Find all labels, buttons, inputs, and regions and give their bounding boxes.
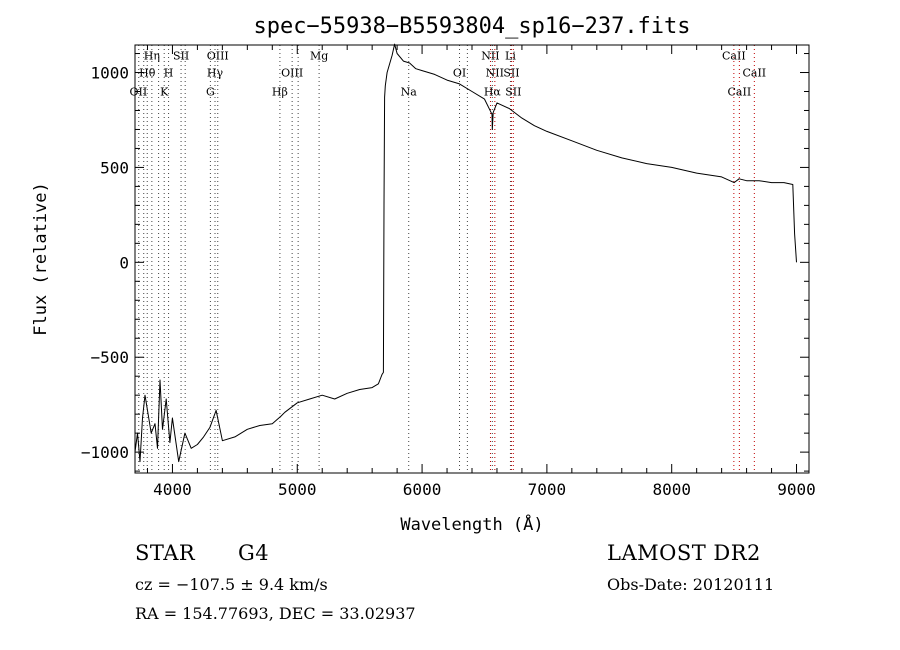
axis-ticks-layer: 4000 5000 6000 7000 8000 9000 −1000 −500 0 500 100…: [81, 45, 816, 499]
y-axis-label: Flux (relative): [31, 182, 51, 336]
chart-title: spec−55938−B5593804_sp16−237.fits: [253, 14, 690, 39]
x-tick-label-5: 9000: [777, 480, 816, 499]
obs-date-text: Obs-Date: 20120111: [607, 575, 775, 594]
coordinates-text: RA = 154.77693, DEC = 33.02937: [135, 604, 416, 623]
line-label-7: Hθ: [139, 67, 156, 80]
line-label-5: Li: [505, 49, 516, 62]
spectral-lines-layer: [138, 45, 755, 473]
line-label-3: Mg: [310, 49, 328, 62]
line-label-6: CaII: [722, 49, 746, 62]
line-label-12: NII: [486, 67, 504, 80]
line-label-8: H: [164, 67, 174, 80]
x-tick-label-4: 8000: [652, 480, 691, 499]
y-tick-label-1: −500: [90, 348, 129, 367]
line-label-9: Hγ: [207, 67, 224, 80]
object-subclass: G4: [238, 541, 270, 565]
line-label-22: CaII: [728, 86, 752, 99]
y-tick-label-0: −1000: [81, 443, 129, 462]
line-label-11: OI: [453, 67, 466, 80]
object-class: STAR: [135, 541, 196, 565]
spectrum-series-0: [134, 43, 797, 463]
x-tick-label-1: 5000: [278, 480, 317, 499]
line-label-21: SII: [505, 86, 521, 99]
line-label-14: CaII: [742, 67, 766, 80]
line-label-0: Hη: [144, 49, 160, 62]
y-tick-label-2: 0: [119, 253, 129, 272]
line-label-16: K: [160, 86, 169, 99]
x-axis-label: Wavelength (Å): [400, 513, 543, 535]
line-label-19: Na: [401, 86, 418, 99]
y-tick-label-3: 500: [100, 158, 129, 177]
line-label-13: SII: [503, 67, 519, 80]
x-tick-label-2: 6000: [403, 480, 442, 499]
line-label-2: OIII: [207, 49, 229, 62]
line-label-18: Hβ: [272, 86, 288, 99]
line-label-20: Hα: [484, 86, 502, 99]
x-tick-label-0: 4000: [153, 480, 192, 499]
x-tick-label-3: 7000: [528, 480, 567, 499]
line-label-17: G: [206, 86, 215, 99]
line-label-10: OIII: [281, 67, 303, 80]
series-layer: [134, 43, 797, 463]
plot-frame: [134, 44, 810, 474]
velocity-text: cz = −107.5 ± 9.4 km/s: [135, 575, 328, 594]
line-label-4: NII: [481, 49, 499, 62]
y-tick-label-4: 1000: [90, 64, 129, 83]
survey-name: LAMOST DR2: [607, 541, 761, 565]
line-label-1: SII: [173, 49, 189, 62]
